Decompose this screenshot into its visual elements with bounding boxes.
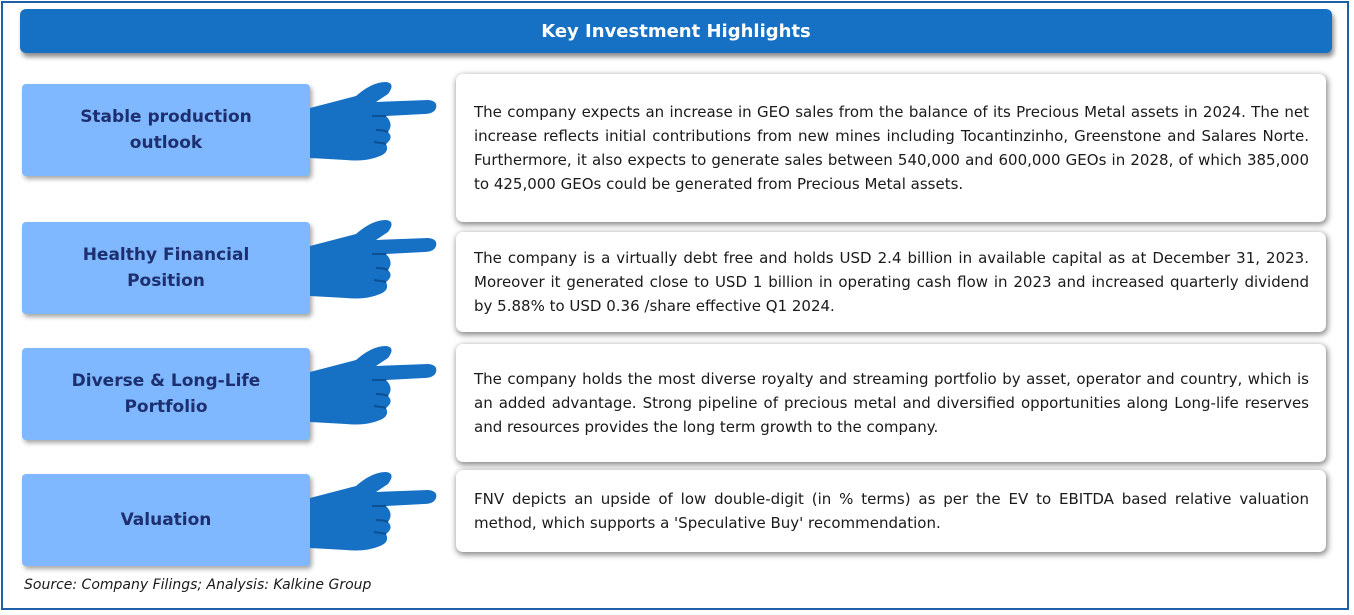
highlight-text-box: The company holds the most diverse royal… xyxy=(456,344,1326,462)
highlight-description: The company holds the most diverse royal… xyxy=(474,370,1309,436)
highlight-description: FNV depicts an upside of low double-digi… xyxy=(474,490,1309,532)
pointing-hand-icon xyxy=(310,82,437,161)
highlight-label-valuation: Valuation xyxy=(22,474,310,566)
page-title: Key Investment Highlights xyxy=(20,9,1332,53)
source-note: Source: Company Filings; Analysis: Kalki… xyxy=(24,577,372,593)
highlight-label-stable-production: Stable production outlook xyxy=(22,84,310,176)
highlight-text-box: The company is a virtually debt free and… xyxy=(456,232,1326,332)
highlight-description: The company is a virtually debt free and… xyxy=(474,249,1309,315)
highlight-label-financial-position: Healthy Financial Position xyxy=(22,222,310,314)
highlight-description: The company expects an increase in GEO s… xyxy=(474,103,1309,193)
pointing-hand-icon xyxy=(310,346,437,425)
highlight-text-box: The company expects an increase in GEO s… xyxy=(456,74,1326,222)
highlight-label-portfolio: Diverse & Long-Life Portfolio xyxy=(22,348,310,440)
highlight-text-box: FNV depicts an upside of low double-digi… xyxy=(456,470,1326,552)
pointing-hand-icon xyxy=(310,220,437,299)
pointing-hand-icon xyxy=(310,472,437,551)
